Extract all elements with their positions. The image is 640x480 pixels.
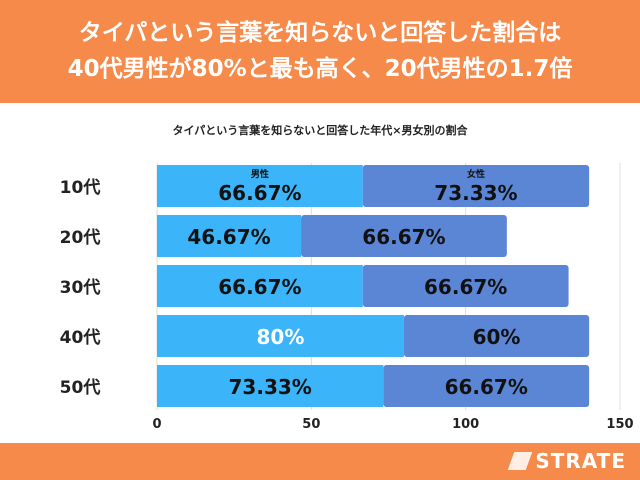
data-label: 60% xyxy=(473,325,521,349)
category-label: 10代 xyxy=(60,177,101,198)
chart-title: タイパという言葉を知らないと回答した年代×男女別の割合 xyxy=(172,124,468,137)
header-banner: タイパという言葉を知らないと回答した割合は 40代男性が80%と最も高く、20代… xyxy=(0,0,640,103)
strate-logo: STRATE xyxy=(508,449,626,473)
bar-male xyxy=(157,315,404,357)
data-label: 80% xyxy=(257,325,305,349)
bar-male xyxy=(157,215,302,257)
x-tick-label: 100 xyxy=(452,417,479,432)
logo-mark-icon xyxy=(508,452,533,470)
footer: STRATE xyxy=(0,443,640,480)
data-label: 66.67% xyxy=(445,375,528,399)
bar-male xyxy=(157,165,363,207)
headline-line1: タイパという言葉を知らないと回答した割合は xyxy=(78,20,562,46)
data-label: 66.67% xyxy=(218,275,301,299)
bar-male xyxy=(157,365,384,407)
x-tick-label: 50 xyxy=(302,417,320,432)
bar-male xyxy=(157,265,363,307)
bar-female xyxy=(362,265,569,307)
x-tick-label: 0 xyxy=(152,417,161,432)
data-label: 66.67% xyxy=(218,181,301,205)
legend-label: 男性 xyxy=(251,168,269,180)
data-label: 46.67% xyxy=(187,225,270,249)
data-label: 73.33% xyxy=(434,181,517,205)
category-label: 30代 xyxy=(60,277,101,298)
x-tick-label: 150 xyxy=(606,417,633,432)
data-label: 73.33% xyxy=(229,375,312,399)
bar-female xyxy=(301,215,507,257)
bar-female xyxy=(403,315,590,357)
bar-female xyxy=(362,165,590,207)
category-label: 40代 xyxy=(60,327,101,348)
category-label: 50代 xyxy=(60,377,101,398)
data-label: 66.67% xyxy=(362,225,445,249)
brand-name: STRATE xyxy=(535,449,626,473)
headline-line2: 40代男性が80%と最も高く、20代男性の1.7倍 xyxy=(67,56,573,82)
bar-female xyxy=(383,365,590,407)
data-label: 66.67% xyxy=(424,275,507,299)
legend-label: 女性 xyxy=(467,168,485,180)
category-label: 20代 xyxy=(60,227,101,248)
